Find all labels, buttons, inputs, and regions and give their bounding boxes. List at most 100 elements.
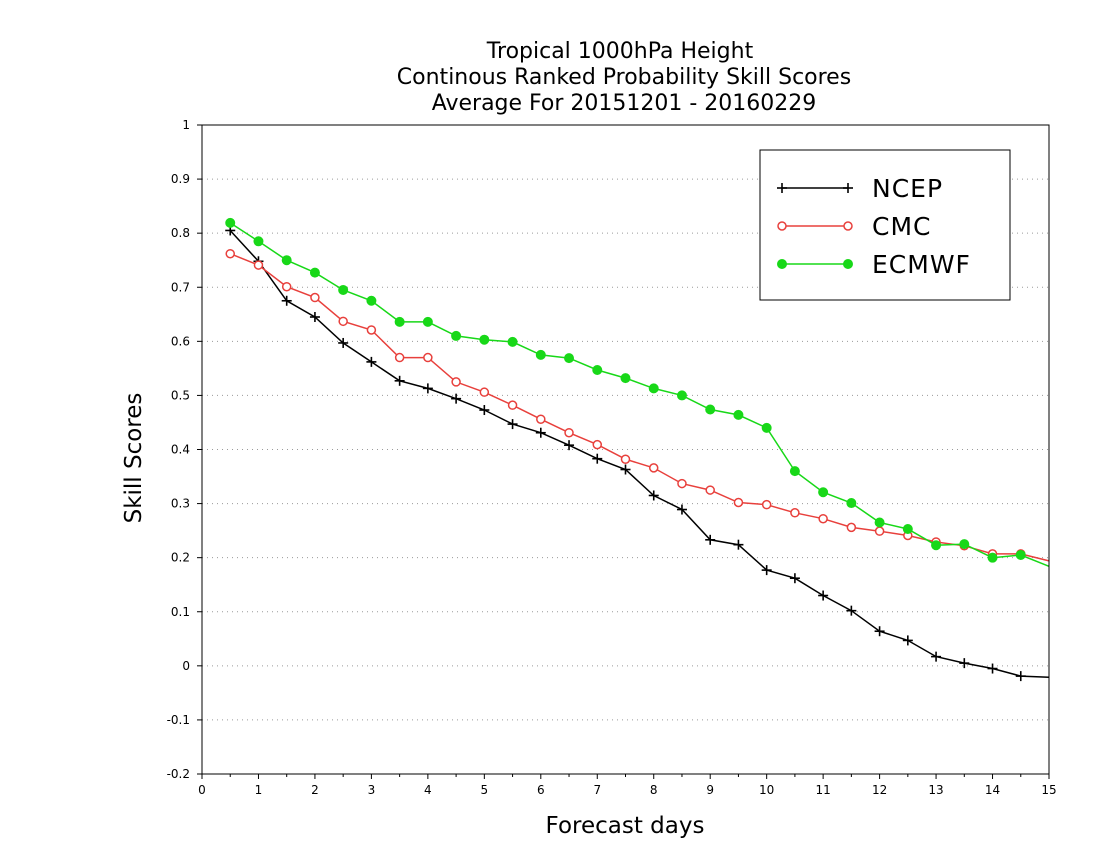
data-point-ecmwf xyxy=(1015,549,1026,560)
data-point-ecmwf xyxy=(620,373,631,384)
legend-marker xyxy=(843,221,853,231)
data-point-ecmwf xyxy=(902,524,913,535)
data-point-ncep xyxy=(394,375,405,386)
legend-marker xyxy=(777,183,787,193)
y-tick-label: 0.9 xyxy=(171,172,190,186)
data-point-ecmwf xyxy=(987,552,998,563)
data-point-cmc xyxy=(846,522,857,533)
y-tick-label: 1 xyxy=(182,118,190,132)
legend-item-cmc: CMC xyxy=(777,212,931,241)
data-point-ecmwf xyxy=(451,330,462,341)
data-point-ncep xyxy=(676,504,687,515)
legend-marker xyxy=(843,183,853,193)
data-point-ecmwf xyxy=(535,349,546,360)
x-tick-label: 10 xyxy=(759,783,774,797)
y-tick-label: 0.4 xyxy=(171,443,190,457)
data-point-ncep xyxy=(931,651,942,662)
data-point-ncep xyxy=(846,605,857,616)
y-tick-label: 0.8 xyxy=(171,226,190,240)
data-point-ncep xyxy=(451,393,462,404)
legend-marker xyxy=(777,221,787,231)
chart-title-line-3: Average For 20151201 - 20160229 xyxy=(432,91,817,116)
series-line-cmc xyxy=(229,253,1050,562)
x-tick-label: 15 xyxy=(1041,783,1056,797)
data-point-cmc xyxy=(620,454,631,464)
data-point-cmc xyxy=(479,387,490,397)
data-point-cmc xyxy=(733,497,744,508)
data-point-ncep xyxy=(479,405,490,416)
series-line-ncep xyxy=(229,229,1050,678)
data-point-ncep xyxy=(592,453,603,464)
series-ecmwf xyxy=(225,217,1050,567)
y-tick-label: -0.1 xyxy=(167,713,190,727)
data-point-ecmwf xyxy=(309,267,320,278)
legend-items: NCEP CMC ECMWF xyxy=(777,174,971,279)
data-point-ecmwf xyxy=(761,422,772,433)
data-point-ncep xyxy=(818,590,829,601)
x-axis-label: Forecast days xyxy=(546,813,705,839)
data-point-ecmwf xyxy=(648,383,659,394)
data-point-cmc xyxy=(507,400,518,410)
data-point-ecmwf xyxy=(479,334,490,345)
x-tick-label: 9 xyxy=(706,783,714,797)
x-tick-label: 0 xyxy=(198,783,206,797)
y-tick-label: 0.3 xyxy=(171,497,190,511)
axis-ticks: -0.2-0.100.10.20.30.40.50.60.70.80.910 1 2… xyxy=(167,118,1057,797)
data-point-ecmwf xyxy=(338,284,349,295)
plot-series xyxy=(225,217,1050,682)
data-point-ecmwf xyxy=(225,217,236,228)
data-point-ncep xyxy=(564,440,575,451)
data-point-ecmwf xyxy=(818,487,829,498)
data-point-ecmwf xyxy=(874,517,885,528)
data-point-ecmwf xyxy=(676,390,687,401)
data-point-ncep xyxy=(959,658,970,669)
series-line-ecmwf xyxy=(229,222,1050,567)
data-point-cmc xyxy=(648,463,659,473)
data-point-ncep xyxy=(338,337,349,348)
data-point-ecmwf xyxy=(253,236,264,247)
x-tick-label: 6 xyxy=(537,783,545,797)
chart-title-line-1: Tropical 1000hPa Height xyxy=(486,39,754,64)
data-point-cmc xyxy=(592,439,603,450)
data-point-ncep xyxy=(705,534,716,545)
x-tick-label: 7 xyxy=(593,783,601,797)
x-tick-label: 11 xyxy=(815,783,830,797)
y-axis-label: Skill Scores xyxy=(121,393,147,524)
y-tick-label: 0 xyxy=(182,659,190,673)
legend-label-ecmwf: ECMWF xyxy=(872,250,971,279)
legend-box xyxy=(759,149,1011,301)
data-point-cmc xyxy=(536,414,546,424)
x-tick-label: 5 xyxy=(481,783,489,797)
x-tick-label: 3 xyxy=(368,783,376,797)
data-point-cmc xyxy=(451,377,461,387)
data-point-ncep xyxy=(422,383,433,394)
data-point-cmc xyxy=(338,316,348,327)
data-point-cmc xyxy=(310,292,320,303)
data-point-ecmwf xyxy=(733,409,744,420)
data-point-ncep xyxy=(1015,671,1026,682)
data-point-ecmwf xyxy=(789,466,800,477)
data-point-cmc xyxy=(394,352,405,363)
data-point-ecmwf xyxy=(281,255,292,266)
legend-label-cmc: CMC xyxy=(872,212,931,241)
data-point-ecmwf xyxy=(705,404,716,415)
y-tick-label: 0.1 xyxy=(171,605,190,619)
data-point-cmc xyxy=(705,485,715,495)
data-point-cmc xyxy=(677,478,687,489)
data-point-ecmwf xyxy=(846,498,857,509)
data-point-ecmwf xyxy=(507,336,518,347)
data-point-cmc xyxy=(225,248,235,259)
data-point-ncep xyxy=(733,539,744,550)
legend-item-ecmwf: ECMWF xyxy=(777,250,971,279)
data-point-ncep xyxy=(309,311,320,322)
legend-marker xyxy=(843,259,853,269)
data-point-cmc xyxy=(874,526,885,536)
x-tick-label: 12 xyxy=(872,783,887,797)
plot-frame xyxy=(201,124,1050,775)
data-point-ncep xyxy=(620,464,631,475)
data-point-ecmwf xyxy=(366,295,377,306)
data-point-ncep xyxy=(874,626,885,637)
data-point-ncep xyxy=(648,490,659,501)
data-point-ecmwf xyxy=(959,539,970,550)
